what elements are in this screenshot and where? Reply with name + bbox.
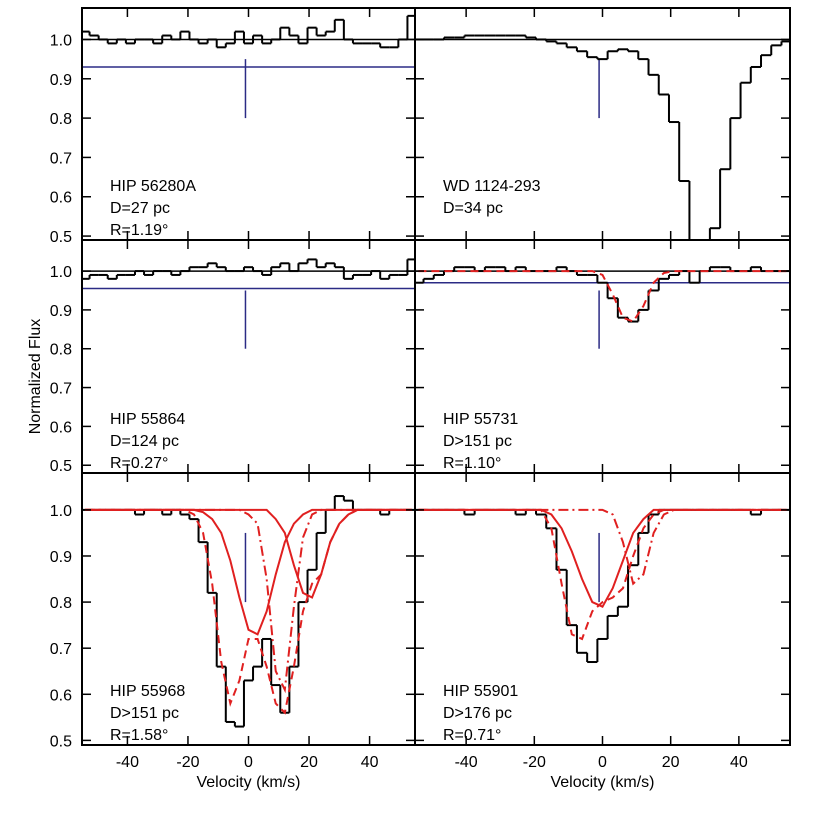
y-tick-label: 0.5	[50, 229, 72, 246]
y-tick-label: 0.5	[50, 733, 72, 750]
model-line	[418, 508, 787, 641]
y-tick-label: 0.8	[50, 595, 72, 612]
panel-label: D>176 pc	[443, 705, 512, 722]
panel-label: HIP 55864	[110, 411, 185, 428]
panel-label: D=124 pc	[110, 433, 179, 450]
panel	[415, 508, 790, 664]
panel-label: HIP 55901	[443, 683, 518, 700]
panel-label: R=0.71°	[443, 727, 501, 744]
model-line	[85, 508, 412, 636]
panel-label: HIP 55968	[110, 683, 185, 700]
model-line	[85, 508, 412, 694]
y-tick-label: 0.7	[50, 641, 72, 658]
x-tick-label: -20	[176, 754, 199, 771]
panel-label: D>151 pc	[110, 705, 179, 722]
panel-label: D=34 pc	[443, 200, 503, 217]
x-tick-label: 0	[244, 754, 253, 771]
panel-label: R=1.58°	[110, 727, 168, 744]
panel-label: R=0.27°	[110, 455, 168, 472]
x-tick-label: 40	[361, 754, 379, 771]
y-tick-label: 0.6	[50, 687, 72, 704]
step-join	[463, 509, 763, 663]
panel	[415, 34, 790, 240]
x-axis-label: Velocity (km/s)	[550, 774, 654, 791]
panel	[82, 495, 415, 728]
y-tick-label: 1.0	[50, 503, 72, 520]
y-tick-label: 0.8	[50, 342, 72, 359]
y-tick-label: 0.7	[50, 381, 72, 398]
panel-label: R=1.10°	[443, 455, 501, 472]
panel-label: WD 1124-293	[443, 178, 541, 195]
x-axis-label: Velocity (km/s)	[196, 774, 300, 791]
x-tick-label: 0	[598, 754, 607, 771]
y-tick-label: 0.7	[50, 150, 72, 167]
panel-label: D=27 pc	[110, 200, 170, 217]
step-join	[88, 15, 409, 48]
model-line	[85, 508, 412, 599]
y-tick-label: 0.5	[50, 458, 72, 475]
panel-label: D>151 pc	[443, 433, 512, 450]
panel	[82, 14, 415, 119]
panel	[415, 266, 790, 349]
x-tick-label: 20	[662, 754, 680, 771]
x-tick-label: -40	[455, 754, 478, 771]
panel-label: R=1.19°	[110, 222, 168, 239]
y-axis-label: Normalized Flux	[27, 319, 44, 435]
panel-label: HIP 56280A	[110, 178, 196, 195]
panel	[82, 258, 415, 349]
x-tick-label: -40	[116, 754, 139, 771]
x-tick-label: 40	[730, 754, 748, 771]
x-tick-label: -20	[523, 754, 546, 771]
y-tick-label: 0.8	[50, 111, 72, 128]
y-tick-label: 1.0	[50, 264, 72, 281]
model-line	[418, 508, 787, 608]
y-tick-label: 0.9	[50, 303, 72, 320]
y-tick-label: 0.6	[50, 190, 72, 207]
y-tick-label: 1.0	[50, 32, 72, 49]
step-join	[133, 496, 391, 727]
panel-label: HIP 55731	[443, 411, 518, 428]
model-line	[418, 270, 787, 323]
x-tick-label: 20	[300, 754, 318, 771]
y-tick-label: 0.9	[50, 549, 72, 566]
y-tick-label: 0.6	[50, 419, 72, 436]
model-line	[85, 508, 412, 715]
model-line	[418, 508, 787, 586]
y-tick-label: 0.9	[50, 72, 72, 89]
